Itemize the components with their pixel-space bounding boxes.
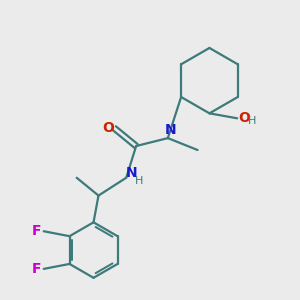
Text: F: F [32,224,42,238]
Text: F: F [32,262,42,276]
Text: O: O [103,121,114,135]
Text: N: N [165,123,177,137]
Text: O: O [238,111,250,125]
Text: H: H [135,176,143,186]
Text: N: N [125,166,137,180]
Text: H: H [248,116,256,126]
